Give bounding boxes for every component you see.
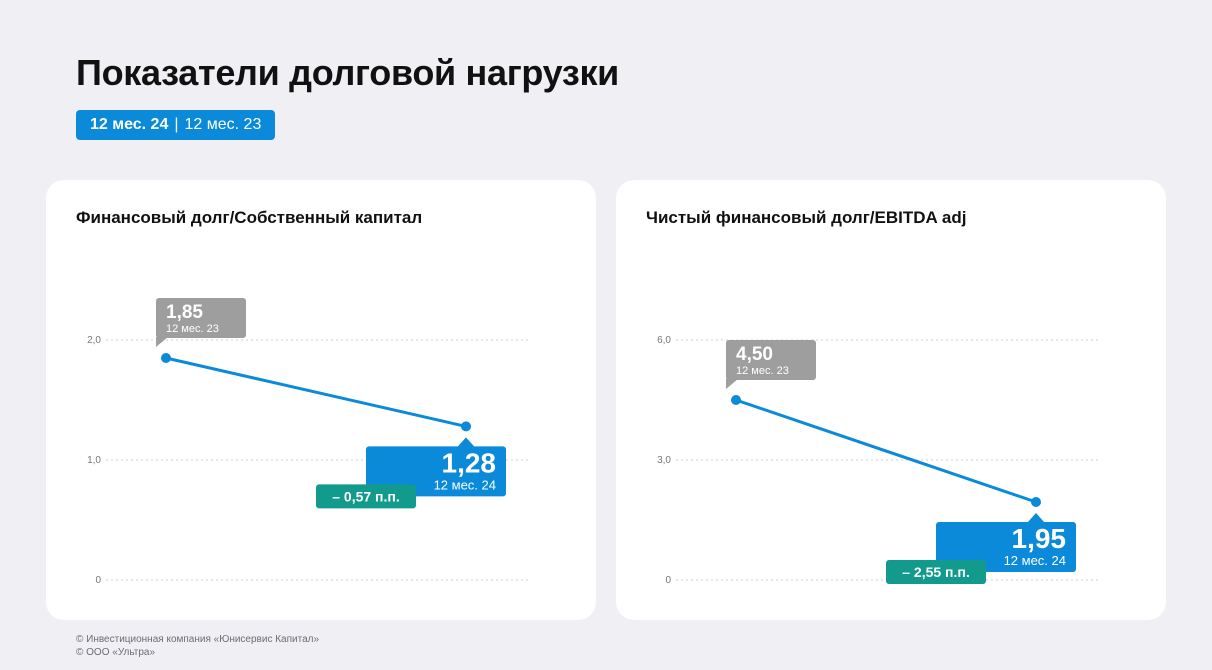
chart-title: Финансовый долг/Собственный капитал [76, 208, 423, 227]
y-tick-label: 0 [95, 575, 101, 586]
period-current-label[interactable]: 12 мес. 24 [90, 116, 169, 133]
chart-card-debt-equity: Финансовый долг/Собственный капитал 0 1,0… [46, 180, 596, 620]
delta-label: – 0,57 п.п. [332, 488, 400, 504]
chart-title: Чистый финансовый долг/EBITDA adj [646, 208, 967, 227]
data-label: 4,50 [736, 344, 773, 365]
delta-badge: – 2,55 п.п. [886, 560, 986, 584]
data-label: 1,85 [166, 302, 203, 323]
data-label: 1,28 [442, 447, 497, 478]
page-title: Показатели долговой нагрузки [76, 52, 620, 93]
y-tick-label: 2,0 [87, 335, 101, 346]
period-toggle[interactable]: 12 мес. 24 | 12 мес. 23 [76, 110, 276, 140]
callout-box [726, 340, 816, 380]
period-label: 12 мес. 24 [434, 477, 496, 492]
period-label: 12 мес. 23 [166, 323, 219, 335]
y-tick-label: 1,0 [87, 455, 101, 466]
delta-label: – 2,55 п.п. [902, 564, 970, 580]
data-point [1031, 497, 1041, 507]
period-previous-label[interactable]: 12 мес. 23 [184, 116, 262, 133]
period-label: 12 мес. 24 [1004, 553, 1066, 568]
footer: © Инвестиционная компания «Юнисервис Кап… [76, 633, 319, 659]
copyright-line: © ООО «Ультра» [76, 647, 156, 658]
series-line [164, 356, 468, 428]
delta-box [886, 560, 986, 584]
series-line [734, 398, 1038, 504]
callout-pointer [156, 337, 168, 347]
period-separator: | [174, 116, 179, 133]
period-label: 12 мес. 23 [736, 365, 789, 377]
data-point [731, 395, 741, 405]
delta-badge: – 0,57 п.п. [316, 484, 416, 509]
data-label: 1,95 [1012, 523, 1067, 554]
y-tick-label: 6,0 [657, 335, 671, 346]
chart-card-netdebt-ebitda: Чистый финансовый долг/EBITDA adj 0 3,0 6,… [616, 180, 1166, 620]
callout-box [366, 446, 506, 497]
callout-box [156, 298, 246, 338]
callout-pointer [726, 379, 738, 389]
callout-pointer [457, 437, 475, 448]
delta-box [316, 484, 416, 509]
callout-box [936, 522, 1076, 572]
copyright-line: © Инвестиционная компания «Юнисервис Кап… [76, 634, 320, 645]
y-tick-label: 3,0 [657, 455, 671, 466]
callout-pointer [1027, 513, 1045, 523]
y-tick-label: 0 [665, 575, 671, 586]
data-point [461, 421, 471, 432]
data-point [161, 353, 171, 363]
